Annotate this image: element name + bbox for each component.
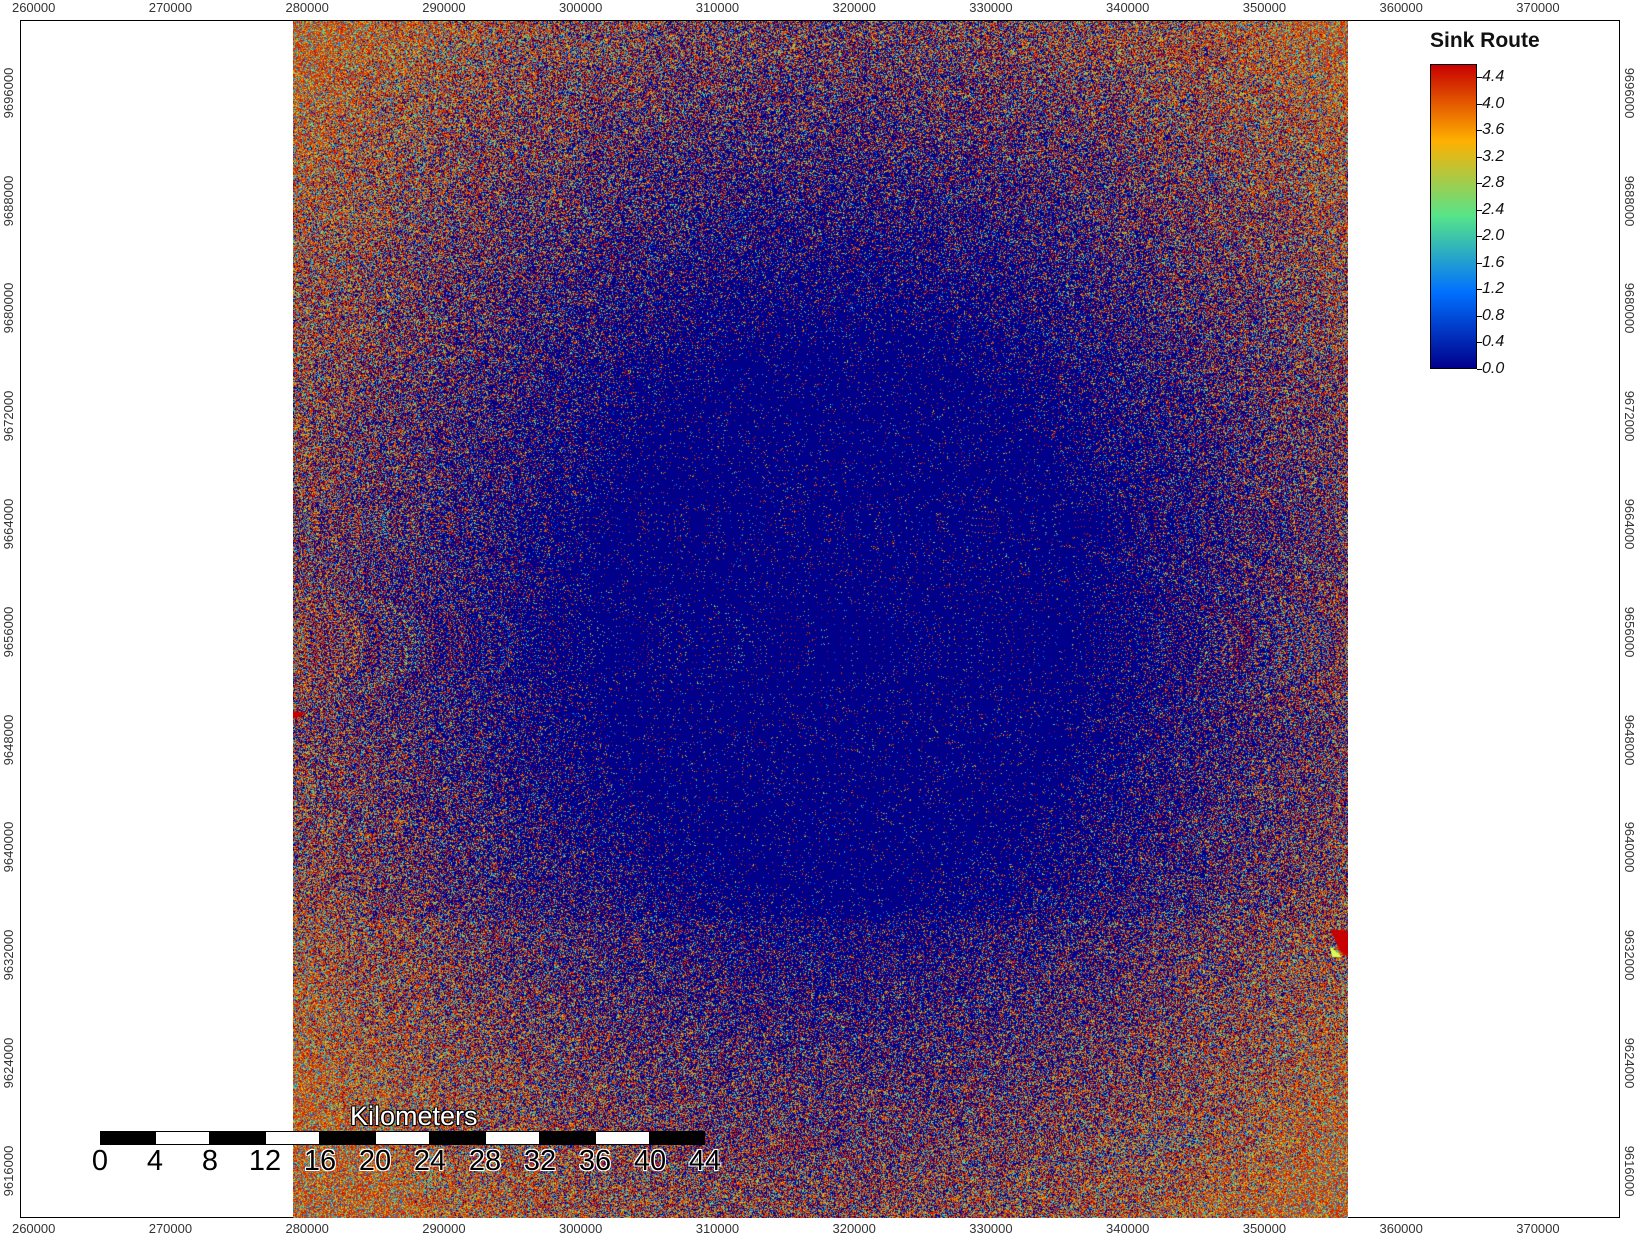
scale-bar-label: 4 xyxy=(146,1145,164,1177)
x-tick-label-bottom: 330000 xyxy=(969,1221,1013,1236)
x-tick-label-top: 350000 xyxy=(1242,0,1287,15)
scale-bar-segment xyxy=(485,1131,540,1145)
legend-tick xyxy=(1477,130,1482,132)
x-tick-label-top: 340000 xyxy=(1105,0,1150,15)
x-tick-label-top: 370000 xyxy=(1516,0,1560,15)
y-tick-label-left: 9696000 xyxy=(1,67,16,119)
x-tick-label-top: 290000 xyxy=(422,0,466,15)
legend-label: 1.6 xyxy=(1482,253,1505,271)
x-tick-label-bottom: 310000 xyxy=(695,1221,740,1236)
legend-tick xyxy=(1477,77,1482,79)
y-tick-label-left: 9632000 xyxy=(1,929,16,981)
y-tick-label-left: 9648000 xyxy=(1,714,16,765)
legend-label: 0.8 xyxy=(1482,306,1505,324)
scale-bar-segment xyxy=(430,1131,485,1145)
y-tick-label-left: 9688000 xyxy=(1,175,16,226)
scale-bar-label: 40 xyxy=(633,1145,667,1177)
x-tick-label-bottom: 270000 xyxy=(148,1221,193,1236)
y-tick-label-left: 9624000 xyxy=(1,1037,16,1089)
legend-label: 0.0 xyxy=(1482,360,1505,377)
y-tick-label-right: 9672000 xyxy=(1622,390,1637,442)
scale-bar-label: 0 xyxy=(91,1145,109,1177)
legend-label: 1.2 xyxy=(1482,280,1505,298)
legend-tick xyxy=(1477,315,1482,317)
y-tick-label-right: 9640000 xyxy=(1622,822,1637,873)
legend-tick xyxy=(1477,103,1482,105)
x-tick-label-bottom: 300000 xyxy=(558,1221,603,1236)
legend-tick xyxy=(1477,262,1482,264)
scale-bar-label: 32 xyxy=(523,1145,557,1177)
scale-bar-label: 8 xyxy=(201,1145,219,1177)
legend-tick xyxy=(1477,156,1482,158)
legend-tick xyxy=(1477,209,1482,211)
legend-tick xyxy=(1477,236,1482,238)
x-tick-label-top: 260000 xyxy=(11,0,56,15)
x-tick-label-top: 320000 xyxy=(832,0,876,15)
scale-bar-segment xyxy=(265,1131,320,1145)
y-tick-label-left: 9616000 xyxy=(1,1145,16,1197)
x-tick-label-bottom: 280000 xyxy=(285,1221,329,1236)
scale-bar-segment xyxy=(540,1131,595,1145)
y-tick-label-left: 9672000 xyxy=(1,390,16,442)
y-tick-label-left: 9680000 xyxy=(1,283,16,334)
y-tick-label-right: 9656000 xyxy=(1622,606,1637,658)
legend-title: Sink Route xyxy=(1430,29,1540,52)
y-tick-label-right: 9616000 xyxy=(1622,1145,1637,1197)
scale-bar-segment xyxy=(650,1131,705,1145)
legend-label: 2.4 xyxy=(1482,200,1505,218)
x-tick-label-top: 270000 xyxy=(148,0,193,15)
scale-bar-label: 24 xyxy=(413,1145,447,1177)
scale-bar-label: 36 xyxy=(578,1145,612,1177)
x-tick-label-top: 300000 xyxy=(558,0,603,15)
scale-bar-label: 12 xyxy=(248,1145,282,1177)
x-tick-label-bottom: 350000 xyxy=(1242,1221,1287,1236)
legend-tick xyxy=(1477,369,1482,370)
x-tick-label-bottom: 320000 xyxy=(832,1221,876,1236)
y-tick-label-right: 9696000 xyxy=(1622,67,1637,119)
legend-label: 0.4 xyxy=(1482,333,1505,351)
x-tick-label-top: 360000 xyxy=(1379,0,1423,15)
legend-tick xyxy=(1477,289,1482,291)
legend-label: 2.8 xyxy=(1482,174,1505,192)
y-tick-label-right: 9664000 xyxy=(1622,498,1637,550)
x-tick-label-bottom: 360000 xyxy=(1379,1221,1423,1236)
x-tick-label-bottom: 260000 xyxy=(11,1221,56,1236)
scale-bar-label: 44 xyxy=(688,1145,722,1177)
scale-bar-label: 28 xyxy=(468,1145,502,1177)
legend-label: 3.6 xyxy=(1482,121,1505,139)
scale-bar-segment xyxy=(595,1131,650,1145)
legend-label: 4.0 xyxy=(1482,94,1505,112)
legend-color-ramp xyxy=(1430,64,1477,369)
y-tick-label-right: 9624000 xyxy=(1622,1037,1637,1089)
legend-label: 3.2 xyxy=(1482,147,1505,165)
y-tick-label-left: 9664000 xyxy=(1,498,16,550)
y-tick-label-left: 9640000 xyxy=(1,822,16,873)
legend-tick xyxy=(1477,183,1482,185)
x-tick-label-bottom: 370000 xyxy=(1516,1221,1560,1236)
y-tick-label-right: 9680000 xyxy=(1622,283,1637,334)
x-tick-label-bottom: 340000 xyxy=(1105,1221,1150,1236)
y-tick-label-right: 9632000 xyxy=(1622,929,1637,981)
legend: Sink Route 4.4 4.0 3.6 3.2 2.8 2.4 2.0 1.6 1.2 0.… xyxy=(1418,24,1618,404)
scale-bar-label: 20 xyxy=(358,1145,392,1177)
y-tick-label-right: 9648000 xyxy=(1622,714,1637,765)
sink-route-raster xyxy=(293,21,1348,1218)
scale-bar-segment xyxy=(100,1131,155,1145)
x-tick-label-top: 310000 xyxy=(695,0,740,15)
legend-tick xyxy=(1477,342,1482,344)
scale-bar-title: Kilometers xyxy=(350,1101,478,1131)
scale-bar-segment xyxy=(375,1131,430,1145)
x-tick-label-top: 330000 xyxy=(969,0,1013,15)
legend-label: 2.0 xyxy=(1482,227,1505,245)
scale-bar-segment xyxy=(155,1131,210,1145)
scale-bar-label: 16 xyxy=(303,1145,337,1177)
y-tick-label-right: 9688000 xyxy=(1622,175,1637,226)
legend-label: 4.4 xyxy=(1482,68,1505,86)
x-tick-label-bottom: 290000 xyxy=(422,1221,466,1236)
scale-bar-segment xyxy=(210,1131,265,1145)
x-tick-label-top: 280000 xyxy=(285,0,329,15)
scale-bar: Kilometers 0 4 8 12 16 20 24 28 32 36 40 44 xyxy=(90,1101,730,1185)
scale-bar-segment xyxy=(320,1131,375,1145)
y-tick-label-left: 9656000 xyxy=(1,606,16,658)
